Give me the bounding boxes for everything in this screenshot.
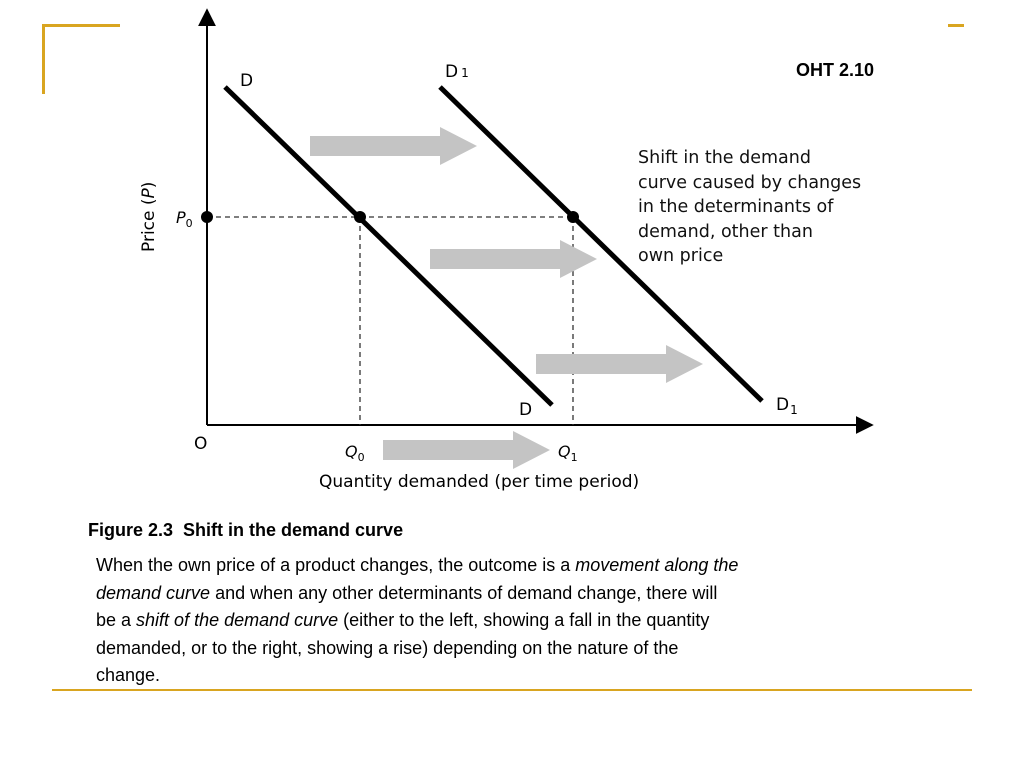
x-axis-label: Quantity demanded (per time period) bbox=[319, 472, 639, 492]
annotation-line: in the determinants of bbox=[638, 197, 834, 217]
demand-curve-d bbox=[223, 85, 554, 407]
caption-line: demanded, or to the right, showing a ris… bbox=[96, 637, 679, 658]
caption-text: (either to the left, showing a fall in t… bbox=[338, 610, 710, 630]
annotation-line: Shift in the demand bbox=[638, 148, 811, 168]
caption-text: When the own price of a product changes,… bbox=[96, 555, 576, 575]
caption-emphasis: movement along the bbox=[575, 555, 739, 575]
corner-bracket-top-right bbox=[948, 24, 964, 27]
annotation-line: curve caused by changes bbox=[638, 172, 862, 193]
figure-caption: When the own price of a product changes,… bbox=[96, 552, 926, 690]
shift-arrow-3 bbox=[536, 345, 703, 383]
annotation-line: demand, other than bbox=[638, 221, 813, 242]
point-q0-p0 bbox=[354, 211, 366, 223]
point-q1-p0 bbox=[567, 211, 579, 223]
p0-label: P0 bbox=[176, 208, 193, 230]
shift-arrow-1 bbox=[310, 127, 477, 165]
label-d-bottom: D bbox=[519, 400, 532, 420]
bottom-divider bbox=[52, 689, 972, 691]
q0-label: Q0 bbox=[345, 442, 365, 464]
caption-line: When the own price of a product changes,… bbox=[96, 552, 926, 580]
corner-bracket-top-left-v bbox=[42, 24, 45, 94]
caption-text: be a bbox=[96, 610, 137, 630]
figure-title-text: Shift in the demand curve bbox=[183, 520, 404, 540]
caption-line: demand curve and when any other determin… bbox=[96, 580, 926, 608]
origin-label: O bbox=[194, 434, 207, 454]
caption-emphasis: demand curve bbox=[96, 582, 211, 603]
shift-arrow-quantity bbox=[383, 431, 550, 469]
annotation-line: own price bbox=[638, 246, 724, 266]
shift-arrow-2 bbox=[430, 240, 597, 278]
shift-annotation: Shift in the demand curve caused by chan… bbox=[638, 146, 968, 269]
figure-title: Figure 2.3 Shift in the demand curve bbox=[88, 520, 403, 541]
corner-bracket-top-left-h bbox=[42, 24, 120, 27]
label-d-top: D bbox=[240, 71, 253, 91]
caption-line: change. bbox=[96, 665, 161, 685]
label-d1-bottom: D1 bbox=[776, 395, 798, 417]
caption-emphasis: shift of the demand curve bbox=[136, 610, 339, 630]
figure-number: Figure 2.3 bbox=[88, 520, 174, 540]
caption-line: be a shift of the demand curve (either t… bbox=[96, 607, 926, 635]
slide-number: OHT 2.10 bbox=[796, 60, 875, 80]
q1-label: Q1 bbox=[558, 442, 578, 464]
p0-axis-point bbox=[201, 211, 213, 223]
demand-curve-d1 bbox=[438, 85, 764, 403]
caption-text: and when any other determinants of deman… bbox=[210, 582, 718, 603]
y-axis-label: Price (P) bbox=[139, 182, 159, 252]
